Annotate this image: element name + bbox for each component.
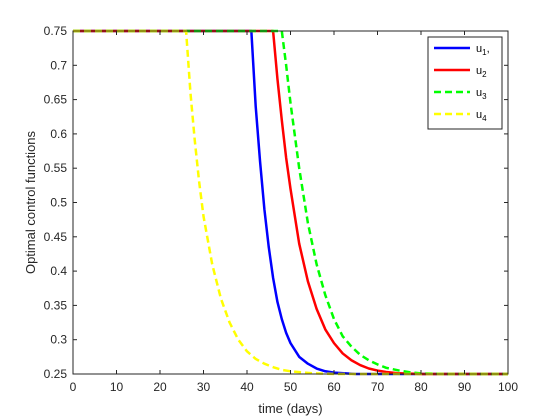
y-tick-label: 0.6	[50, 127, 67, 141]
x-tick-label: 50	[284, 380, 298, 394]
y-tick-label: 0.5	[50, 196, 67, 210]
x-tick-label: 0	[70, 380, 77, 394]
legend-entry: u4	[476, 109, 487, 123]
x-tick-label: 40	[240, 380, 254, 394]
x-tick-label: 70	[371, 380, 385, 394]
legend-entry: u2	[476, 65, 487, 79]
x-tick-label: 60	[327, 380, 341, 394]
x-tick-label: 30	[197, 380, 211, 394]
legend-entry: u1,	[476, 43, 490, 57]
x-tick-label: 100	[498, 380, 518, 394]
legend: u1, u2 u3 u4	[427, 36, 503, 130]
y-tick-label: 0.45	[44, 230, 68, 244]
y-tick-label: 0.75	[44, 24, 68, 38]
y-tick-label: 0.7	[50, 58, 67, 72]
x-tick-label: 10	[110, 380, 124, 394]
y-tick-label: 0.55	[44, 161, 68, 175]
axes-layer: 0 10 20 30 40 50 60 70 80 90 100 0.25 0.3 0.35 0.4 0.45…	[44, 24, 519, 394]
y-tick-label: 0.65	[44, 93, 68, 107]
y-tick-label: 0.3	[50, 333, 67, 347]
y-tick-label: 0.25	[44, 367, 68, 381]
x-tick-label: 20	[153, 380, 167, 394]
x-tick-label: 80	[414, 380, 428, 394]
x-tick-label: 90	[458, 380, 472, 394]
y-axis-label: Optimal control functions	[23, 130, 38, 274]
y-tick-label: 0.35	[44, 298, 68, 312]
x-axis-label: time (days)	[258, 401, 322, 416]
legend-entry: u3	[476, 87, 487, 101]
y-tick-label: 0.4	[50, 264, 67, 278]
